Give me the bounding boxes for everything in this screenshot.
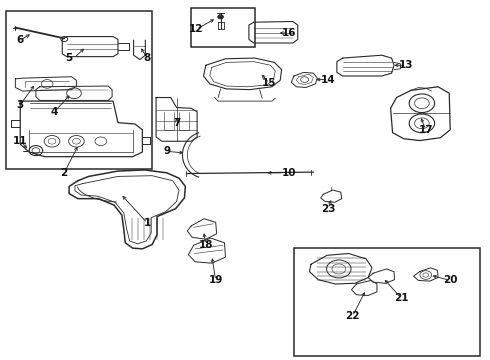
Text: 16: 16 [282, 28, 296, 38]
Text: 11: 11 [13, 136, 27, 145]
Text: 2: 2 [61, 168, 68, 178]
Text: 3: 3 [17, 100, 24, 110]
Text: 7: 7 [173, 118, 180, 128]
Bar [5, 12, 152, 169]
Text: 4: 4 [51, 107, 58, 117]
Text: 19: 19 [209, 275, 223, 285]
Text: 20: 20 [443, 275, 458, 285]
Bar [191, 8, 255, 47]
Text: 23: 23 [321, 204, 335, 214]
Text: 21: 21 [394, 293, 409, 303]
Text: 1: 1 [144, 218, 151, 228]
Circle shape [218, 15, 223, 19]
Text: 12: 12 [189, 24, 203, 35]
Text: 13: 13 [399, 60, 414, 70]
Text: 15: 15 [262, 78, 277, 88]
Text: 17: 17 [418, 125, 433, 135]
Text: 8: 8 [144, 53, 151, 63]
Text: 6: 6 [17, 35, 24, 45]
Text: 14: 14 [321, 75, 335, 85]
Bar [294, 248, 480, 356]
Text: 5: 5 [66, 53, 73, 63]
Text: 18: 18 [198, 239, 213, 249]
Text: 10: 10 [282, 168, 296, 178]
Text: 9: 9 [163, 146, 171, 156]
Text: 22: 22 [345, 311, 360, 321]
